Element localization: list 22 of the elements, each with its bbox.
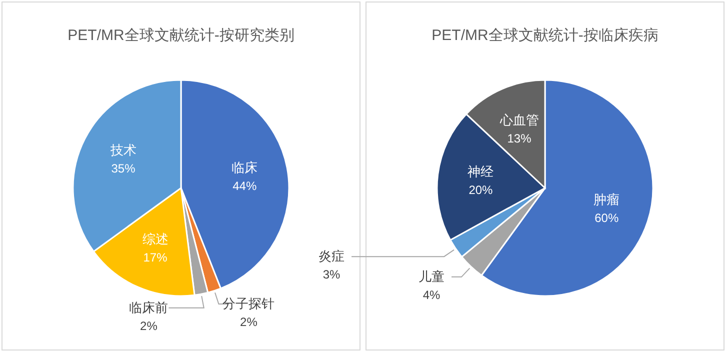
data-label: 13% [507, 132, 532, 146]
slice-label: 临床前 [129, 300, 168, 315]
chart-title: PET/MR全球文献统计-按研究类别 [68, 27, 294, 44]
data-label: 60% [594, 211, 619, 226]
slice-label: 肿瘤 [594, 192, 620, 208]
data-label: 2% [140, 318, 158, 333]
chart-title: PET/MR全球文献统计-按临床疾病 [432, 27, 658, 44]
slice-label: 临床 [232, 160, 258, 175]
slice-label: 儿童 [418, 268, 444, 284]
slice-label: 分子探针 [222, 296, 275, 312]
slice-label: 神经 [468, 164, 494, 179]
data-label: 17% [143, 250, 168, 264]
data-label: 4% [422, 288, 440, 302]
data-label: 44% [232, 178, 257, 193]
data-label: 35% [111, 162, 136, 176]
slice-label: 心血管 [498, 112, 539, 128]
data-label: 20% [468, 182, 494, 197]
slice-label: 综述 [142, 231, 168, 246]
data-label: 2% [240, 315, 258, 330]
slice-label: 炎症 [318, 248, 344, 264]
slice-label: 技术 [109, 142, 136, 158]
data-label: 3% [322, 268, 340, 282]
